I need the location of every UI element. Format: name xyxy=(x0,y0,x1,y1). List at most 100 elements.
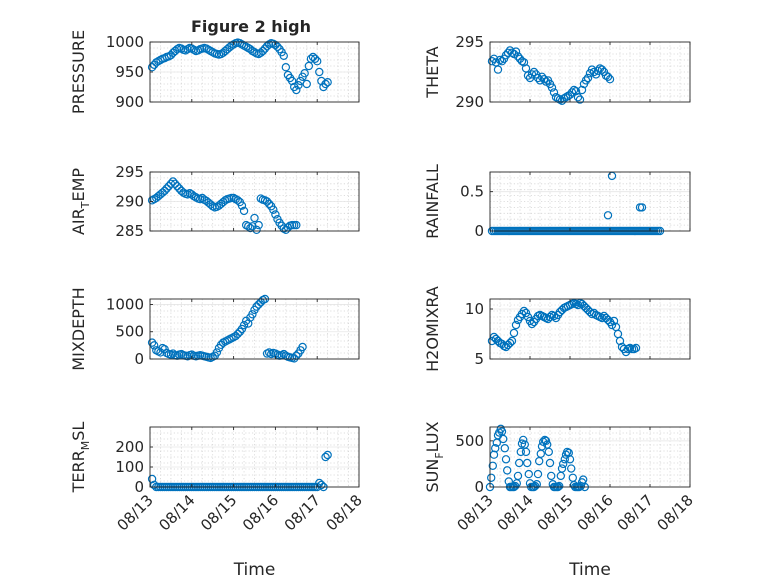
data-point xyxy=(493,65,503,74)
data-point xyxy=(487,336,497,346)
data-point xyxy=(501,455,511,464)
data-point xyxy=(487,57,497,66)
y-tick-label: 950 xyxy=(115,63,144,81)
y-tick-label: 500 xyxy=(455,432,484,450)
subplot-1: 900 950 1000 PRESSURE xyxy=(69,30,360,114)
data-point xyxy=(147,338,157,347)
data-point xyxy=(521,447,531,457)
data-point xyxy=(581,76,591,85)
data-point xyxy=(539,74,549,84)
data-point xyxy=(310,54,320,64)
data-point xyxy=(313,57,322,66)
data-point xyxy=(603,72,613,82)
x-axis-label: Time xyxy=(233,560,276,580)
data-point xyxy=(519,58,529,67)
data-point xyxy=(607,320,617,330)
y-axis-label: AIRTEMP xyxy=(69,168,92,235)
data-point xyxy=(567,464,576,473)
y-tick-label: 200 xyxy=(115,438,144,456)
data-point xyxy=(523,71,533,80)
data-series xyxy=(487,46,615,106)
data-point xyxy=(511,47,521,56)
y-tick-label: 5 xyxy=(474,350,484,368)
data-point xyxy=(172,181,182,191)
data-point xyxy=(264,348,274,357)
y-tick-label: 0.5 xyxy=(460,183,484,201)
data-point xyxy=(617,342,627,352)
data-point xyxy=(573,300,583,310)
data-point xyxy=(302,79,311,89)
y-tick-label: 290 xyxy=(455,93,484,111)
data-point xyxy=(532,480,542,489)
y-tick-label: 295 xyxy=(455,33,484,51)
data-point xyxy=(637,203,647,212)
data-point xyxy=(545,312,555,322)
data-point xyxy=(162,184,171,193)
data-point xyxy=(519,306,529,316)
data-point xyxy=(298,342,307,352)
data-point xyxy=(260,44,270,53)
data-point xyxy=(495,55,505,65)
data-point xyxy=(168,177,178,186)
data-point xyxy=(233,329,242,339)
y-tick-label: 1000 xyxy=(106,295,144,313)
data-point xyxy=(248,310,257,319)
data-point xyxy=(549,311,559,321)
x-axis-label: Time xyxy=(568,560,611,580)
data-point xyxy=(488,461,497,470)
data-point xyxy=(573,92,583,102)
data-point xyxy=(547,471,556,481)
data-point xyxy=(533,73,543,83)
y-axis-label: H2OMIXRA xyxy=(423,286,442,372)
data-point xyxy=(271,210,280,219)
data-point xyxy=(177,186,186,196)
y-axis-label: MIXDEPTH xyxy=(69,287,88,370)
data-point xyxy=(529,67,539,77)
y-tick-label: 290 xyxy=(115,193,144,211)
data-point xyxy=(557,464,567,473)
data-point xyxy=(567,88,577,97)
y-tick-label: 100 xyxy=(115,458,144,476)
data-point xyxy=(170,179,180,188)
data-point xyxy=(491,444,500,453)
data-point xyxy=(505,338,515,348)
data-point xyxy=(500,444,509,453)
data-point xyxy=(294,80,303,90)
data-point xyxy=(239,320,249,330)
data-point xyxy=(631,343,641,353)
y-tick-label: 0 xyxy=(474,222,484,240)
data-point xyxy=(597,313,607,323)
data-point xyxy=(198,193,207,203)
data-point xyxy=(603,315,613,325)
data-point xyxy=(281,62,291,72)
data-point xyxy=(547,83,557,92)
data-point xyxy=(515,458,524,468)
data-series xyxy=(147,38,332,95)
axes-box xyxy=(149,298,360,360)
grid-lines xyxy=(149,427,360,488)
data-point xyxy=(577,85,587,95)
data-point xyxy=(593,66,603,76)
figure-title: Figure 2 high xyxy=(191,17,311,36)
y-tick-label: 295 xyxy=(115,163,144,181)
data-point xyxy=(507,336,517,346)
data-point xyxy=(308,52,318,62)
y-tick-label: 1000 xyxy=(106,33,144,51)
data-point xyxy=(323,77,332,87)
data-point xyxy=(555,481,564,491)
data-point xyxy=(233,196,242,205)
data-series xyxy=(487,298,641,357)
data-point xyxy=(503,466,512,475)
data-point xyxy=(560,455,570,464)
data-point xyxy=(254,300,263,309)
data-point xyxy=(166,51,176,60)
data-point xyxy=(279,51,288,61)
data-point xyxy=(507,48,517,58)
data-point xyxy=(258,46,268,56)
data-point xyxy=(212,348,222,357)
subplot-3: 285 290 295 AIRTEMP xyxy=(69,163,360,240)
data-point xyxy=(239,206,249,216)
subplot-4: 0 0.5 RAINFALL xyxy=(423,164,691,240)
data-point xyxy=(524,469,534,479)
